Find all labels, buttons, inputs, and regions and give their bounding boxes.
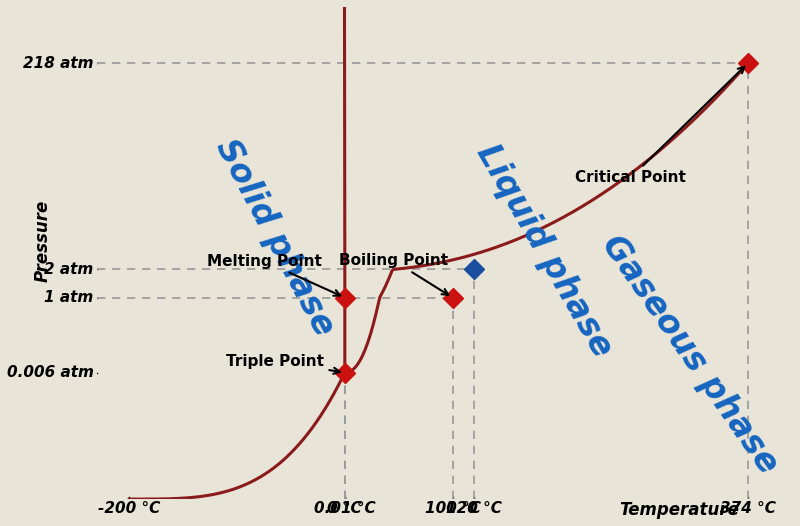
Text: Boiling Point: Boiling Point bbox=[338, 253, 448, 295]
Text: 218 atm: 218 atm bbox=[23, 56, 94, 70]
Text: Triple Point: Triple Point bbox=[226, 354, 340, 374]
Text: 120 °C: 120 °C bbox=[446, 501, 502, 517]
Text: 0.006 atm: 0.006 atm bbox=[6, 365, 94, 380]
Text: 0.01 °C: 0.01 °C bbox=[314, 501, 376, 517]
Text: Pressure: Pressure bbox=[33, 200, 51, 282]
Text: 2 atm: 2 atm bbox=[44, 262, 94, 277]
Text: 100 °C: 100 °C bbox=[425, 501, 481, 517]
Text: 374 °C: 374 °C bbox=[720, 501, 776, 517]
Text: Melting Point: Melting Point bbox=[206, 254, 340, 296]
Text: 0 °C: 0 °C bbox=[327, 501, 362, 517]
Text: Critical Point: Critical Point bbox=[575, 67, 744, 185]
Text: Gaseous phase: Gaseous phase bbox=[595, 229, 785, 480]
Text: -200 °C: -200 °C bbox=[98, 501, 161, 517]
Text: Liquid phase: Liquid phase bbox=[470, 138, 618, 362]
Text: Temperature: Temperature bbox=[619, 501, 739, 520]
Text: Solid phase: Solid phase bbox=[209, 134, 341, 342]
Text: 1 atm: 1 atm bbox=[44, 290, 94, 305]
